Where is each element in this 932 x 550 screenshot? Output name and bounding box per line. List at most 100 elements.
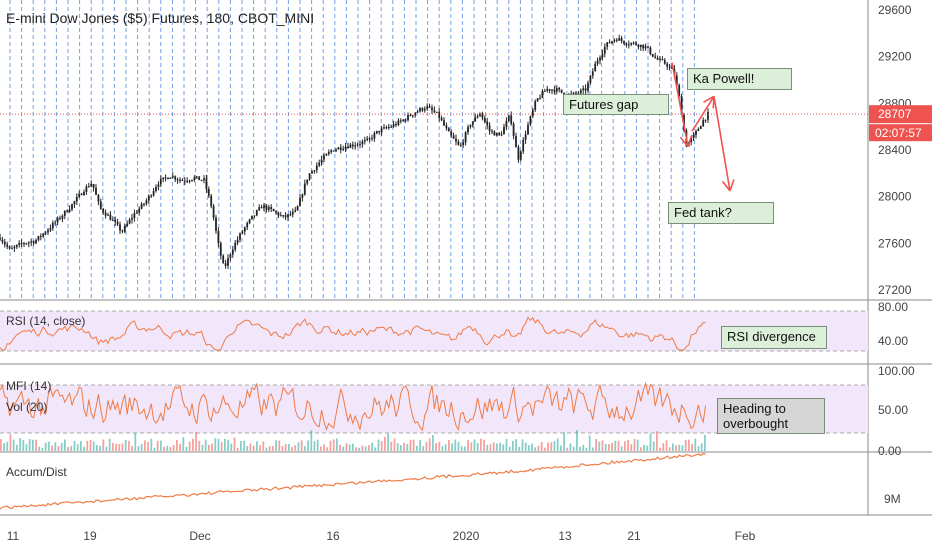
- candle-body: [303, 183, 306, 195]
- volume-bar: [390, 441, 393, 451]
- countdown-value: 02:07:57: [875, 126, 922, 140]
- candle-body: [85, 186, 88, 192]
- candle-body: [625, 43, 628, 45]
- candle-body: [505, 121, 508, 128]
- volume-bar: [428, 438, 431, 451]
- candle-body: [529, 116, 532, 125]
- volume-bar: [672, 443, 674, 451]
- volume-bar: [435, 443, 437, 451]
- candle-body: [498, 132, 501, 135]
- volume-bar: [700, 443, 703, 451]
- candle-body: [114, 220, 117, 222]
- candle-body: [495, 132, 498, 136]
- x-tick-label: Feb: [735, 529, 756, 543]
- volume-bar: [553, 441, 556, 451]
- rsi-panel-label: RSI (14, close): [6, 314, 86, 328]
- price-tick-label: 28000: [878, 190, 912, 204]
- candle-body: [159, 179, 162, 185]
- volume-bar: [486, 444, 489, 451]
- mfi-tick-label: 100.00: [878, 364, 915, 378]
- volume-bar: [393, 438, 396, 451]
- volume-bar: [204, 439, 207, 451]
- volume-bar: [51, 445, 53, 451]
- candle-body: [395, 123, 397, 125]
- x-tick-label: Dec: [189, 529, 210, 543]
- volume-bar: [371, 442, 373, 451]
- candle-body: [699, 126, 702, 129]
- candle-body: [503, 127, 505, 135]
- x-tick-label: 13: [558, 529, 572, 543]
- candle-body: [61, 215, 64, 219]
- candle-body: [654, 56, 657, 59]
- candle-body: [707, 112, 709, 120]
- volume-bar: [249, 443, 252, 451]
- volume-bar: [163, 446, 165, 451]
- candle-body: [143, 203, 145, 205]
- candle-body: [263, 205, 265, 209]
- candle-body: [651, 54, 654, 57]
- volume-bar: [316, 439, 319, 451]
- candle-body: [311, 171, 313, 174]
- volume-bar: [524, 442, 527, 451]
- volume-bar: [416, 445, 418, 451]
- heading-overbought-note[interactable]: Heading to overbought: [717, 398, 825, 434]
- candle-body: [337, 147, 340, 150]
- volume-bar: [572, 446, 575, 451]
- candle-body: [315, 165, 318, 171]
- candle-body: [373, 133, 376, 139]
- candle-body: [8, 246, 11, 249]
- candle-body: [231, 249, 234, 255]
- rsi-divergence-note[interactable]: RSI divergence: [721, 326, 827, 349]
- candle-body: [666, 63, 669, 67]
- candle-body: [471, 121, 474, 126]
- price-tick-label: 27200: [878, 283, 912, 297]
- ka-powell-note[interactable]: Ka Powell!: [687, 68, 792, 90]
- candle-body: [615, 39, 618, 41]
- volume-bar: [470, 442, 473, 451]
- fed-tank-note[interactable]: Fed tank?: [668, 202, 774, 224]
- candle-body: [431, 107, 433, 111]
- volume-bar: [537, 445, 540, 451]
- volume-bar: [585, 447, 588, 451]
- candle-body: [104, 212, 107, 216]
- volume-bar: [182, 437, 185, 451]
- volume-bar: [115, 443, 117, 451]
- volume-bar: [188, 441, 191, 451]
- volume-bar: [681, 445, 684, 451]
- candle-body: [603, 46, 606, 54]
- candle-body: [123, 225, 126, 232]
- volume-bar: [598, 441, 601, 451]
- volume-bar: [339, 444, 341, 451]
- volume-bar: [697, 446, 700, 451]
- candle-body: [54, 222, 57, 224]
- candle-body: [162, 177, 165, 180]
- candle-body: [152, 190, 155, 196]
- candle-body: [39, 236, 42, 238]
- candle-body: [464, 132, 467, 143]
- futures-gap-note[interactable]: Futures gap: [563, 94, 669, 115]
- candle-body: [361, 141, 364, 145]
- candle-body: [371, 138, 373, 140]
- candle-body: [678, 84, 681, 97]
- candle-body: [347, 146, 349, 149]
- volume-bar: [233, 437, 236, 451]
- candle-body: [351, 144, 354, 147]
- volume-bar: [608, 444, 610, 451]
- candle-body: [174, 176, 177, 180]
- candle-body: [203, 178, 205, 181]
- volume-bar: [419, 440, 421, 451]
- volume-bar: [83, 446, 85, 451]
- volume-bar: [19, 438, 21, 451]
- candle-body: [277, 212, 280, 216]
- volume-bar: [179, 443, 181, 451]
- mfi-tick-label: 50.00: [878, 403, 908, 417]
- candle-body: [219, 243, 222, 256]
- volume-bar: [131, 446, 133, 451]
- volume-bar: [332, 439, 335, 451]
- candle-body: [287, 214, 289, 218]
- volume-bar: [387, 433, 389, 451]
- volume-bar: [336, 438, 338, 451]
- candle-body: [690, 138, 693, 142]
- candle-body: [95, 187, 97, 195]
- volume-bar: [272, 446, 274, 451]
